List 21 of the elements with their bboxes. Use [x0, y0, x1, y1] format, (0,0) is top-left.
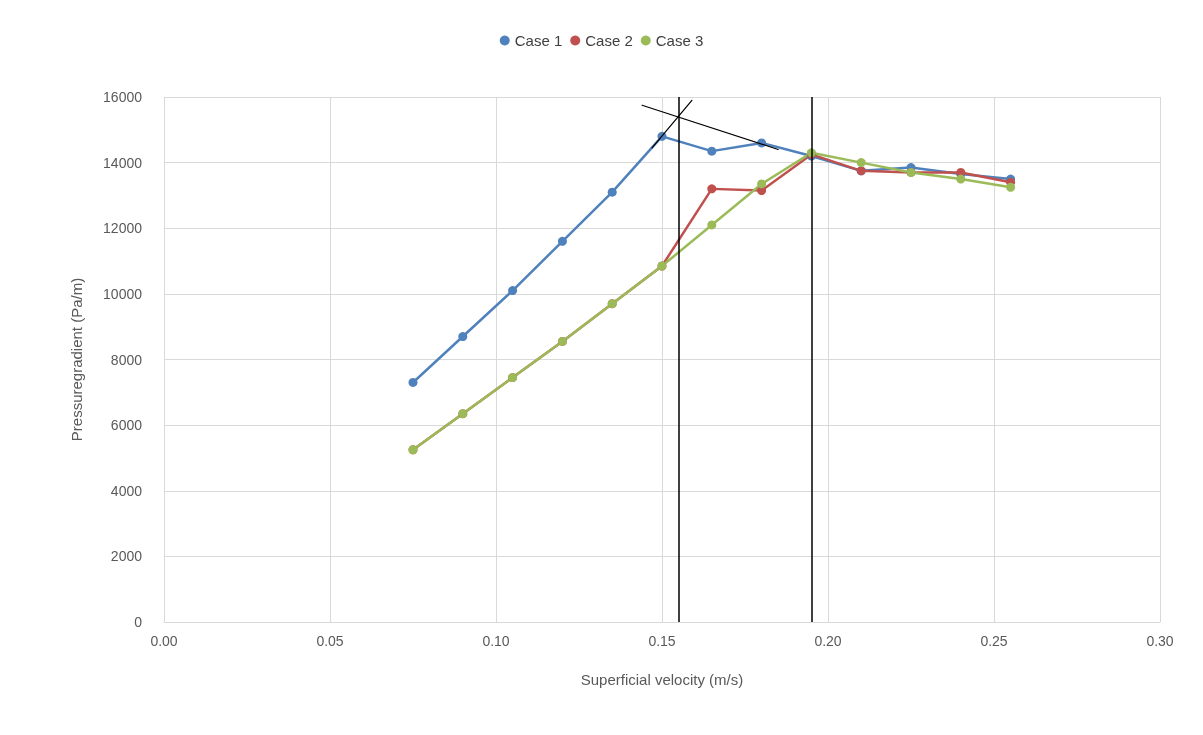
y-tick-label: 2000 — [110, 548, 143, 565]
y-tick-label: 12000 — [103, 220, 143, 237]
legend-label: Case 3 — [655, 32, 704, 49]
y-tick-label: 6000 — [110, 417, 143, 434]
y-tick-label: 10000 — [103, 285, 143, 302]
y-tick-label: 8000 — [110, 351, 143, 368]
y-tick-label: 16000 — [103, 89, 143, 105]
x-tick-label: 0.00 — [150, 633, 178, 649]
y-tick-label: 14000 — [103, 154, 143, 171]
x-tick-label: 0.15 — [648, 633, 676, 649]
x-axis-title: Superficial velocity (m/s) — [580, 671, 744, 688]
y-tick-label: 4000 — [110, 482, 143, 499]
y-tick-label: 0 — [134, 614, 143, 630]
y-axis-title: Pressuregradient (Pa/m) — [68, 277, 85, 442]
x-tick-label: 0.05 — [316, 633, 344, 649]
legend-label: Case 1 — [514, 32, 563, 49]
legend-label: Case 2 — [585, 32, 633, 49]
x-tick-label: 0.25 — [980, 633, 1008, 649]
x-tick-label: 0.10 — [482, 633, 510, 649]
x-tick-label: 0.20 — [814, 633, 842, 649]
x-tick-label: 0.30 — [1146, 633, 1174, 649]
